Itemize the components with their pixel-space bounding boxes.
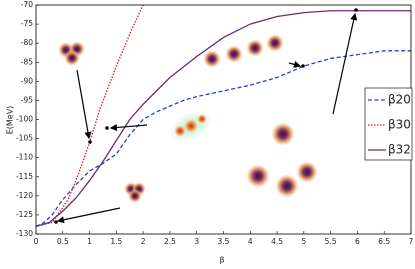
- point-marker: [54, 220, 58, 224]
- blob: [246, 39, 264, 57]
- x-tick-label: 4: [248, 237, 253, 246]
- legend: β20 β30 β32: [364, 87, 413, 161]
- series-line: [35, 50, 411, 227]
- y-tick-label: -130: [16, 229, 33, 238]
- y-tick-label: -90: [21, 76, 33, 85]
- y-tick-label: -125: [16, 210, 33, 219]
- x-tick-label: 3: [194, 237, 199, 246]
- x-tick-label: 2: [141, 237, 146, 246]
- y-tick-label: -80: [21, 38, 33, 47]
- arrow: [332, 12, 358, 115]
- x-tick-label: 5.5: [325, 237, 337, 246]
- x-tick-label: 1: [87, 237, 92, 246]
- legend-label: β20: [388, 93, 411, 107]
- plot-area: [35, 4, 411, 228]
- y-tick-label: -110: [16, 153, 33, 162]
- legend-box: [364, 87, 413, 161]
- blob: [266, 34, 284, 52]
- point-marker: [88, 140, 92, 144]
- arrow: [109, 123, 148, 132]
- plot-frame: [35, 4, 412, 235]
- blob: [271, 122, 295, 146]
- x-tick-label: 5: [301, 237, 306, 246]
- blob: [296, 161, 318, 183]
- blob: [128, 189, 142, 203]
- x-tick-label: 4.5: [271, 237, 283, 246]
- blob: [246, 164, 270, 188]
- x-tick-label: 0: [34, 237, 39, 246]
- blob: [203, 50, 221, 68]
- y-tick-label: -95: [21, 95, 33, 104]
- y-tick-label: -70: [21, 0, 33, 9]
- point-marker: [105, 126, 109, 130]
- y-tick-label: -75: [21, 19, 33, 28]
- y-tick-label: -105: [16, 134, 33, 143]
- x-tick-label: 6.5: [378, 237, 390, 246]
- legend-label: β32: [388, 143, 411, 157]
- x-axis-label: β: [219, 256, 224, 265]
- arrow: [288, 60, 302, 68]
- blob: [184, 119, 198, 133]
- y-tick-label: -100: [16, 115, 33, 124]
- point-marker: [301, 64, 305, 68]
- x-tick-label: 6: [355, 237, 360, 246]
- x-tick-label: 3.5: [218, 237, 230, 246]
- y-axis-label: E(MeV): [6, 106, 15, 135]
- blob: [275, 174, 299, 198]
- blob: [197, 114, 207, 124]
- point-marker: [354, 8, 358, 12]
- x-tick-label: 1.5: [110, 237, 122, 246]
- y-tick-label: -115: [16, 172, 33, 181]
- arrow: [56, 207, 121, 224]
- x-tick-label: 7: [409, 237, 414, 246]
- series-line: [35, 10, 411, 227]
- blob: [174, 125, 186, 137]
- x-tick-label: 0.5: [57, 237, 69, 246]
- legend-label: β30: [388, 118, 411, 132]
- arrow: [76, 69, 92, 140]
- y-tick-label: -85: [21, 57, 33, 66]
- x-tick-label: 2.5: [164, 237, 176, 246]
- blob: [64, 50, 80, 66]
- y-tick-label: -120: [16, 191, 33, 200]
- blob: [225, 45, 243, 63]
- illustrations: [54, 8, 358, 224]
